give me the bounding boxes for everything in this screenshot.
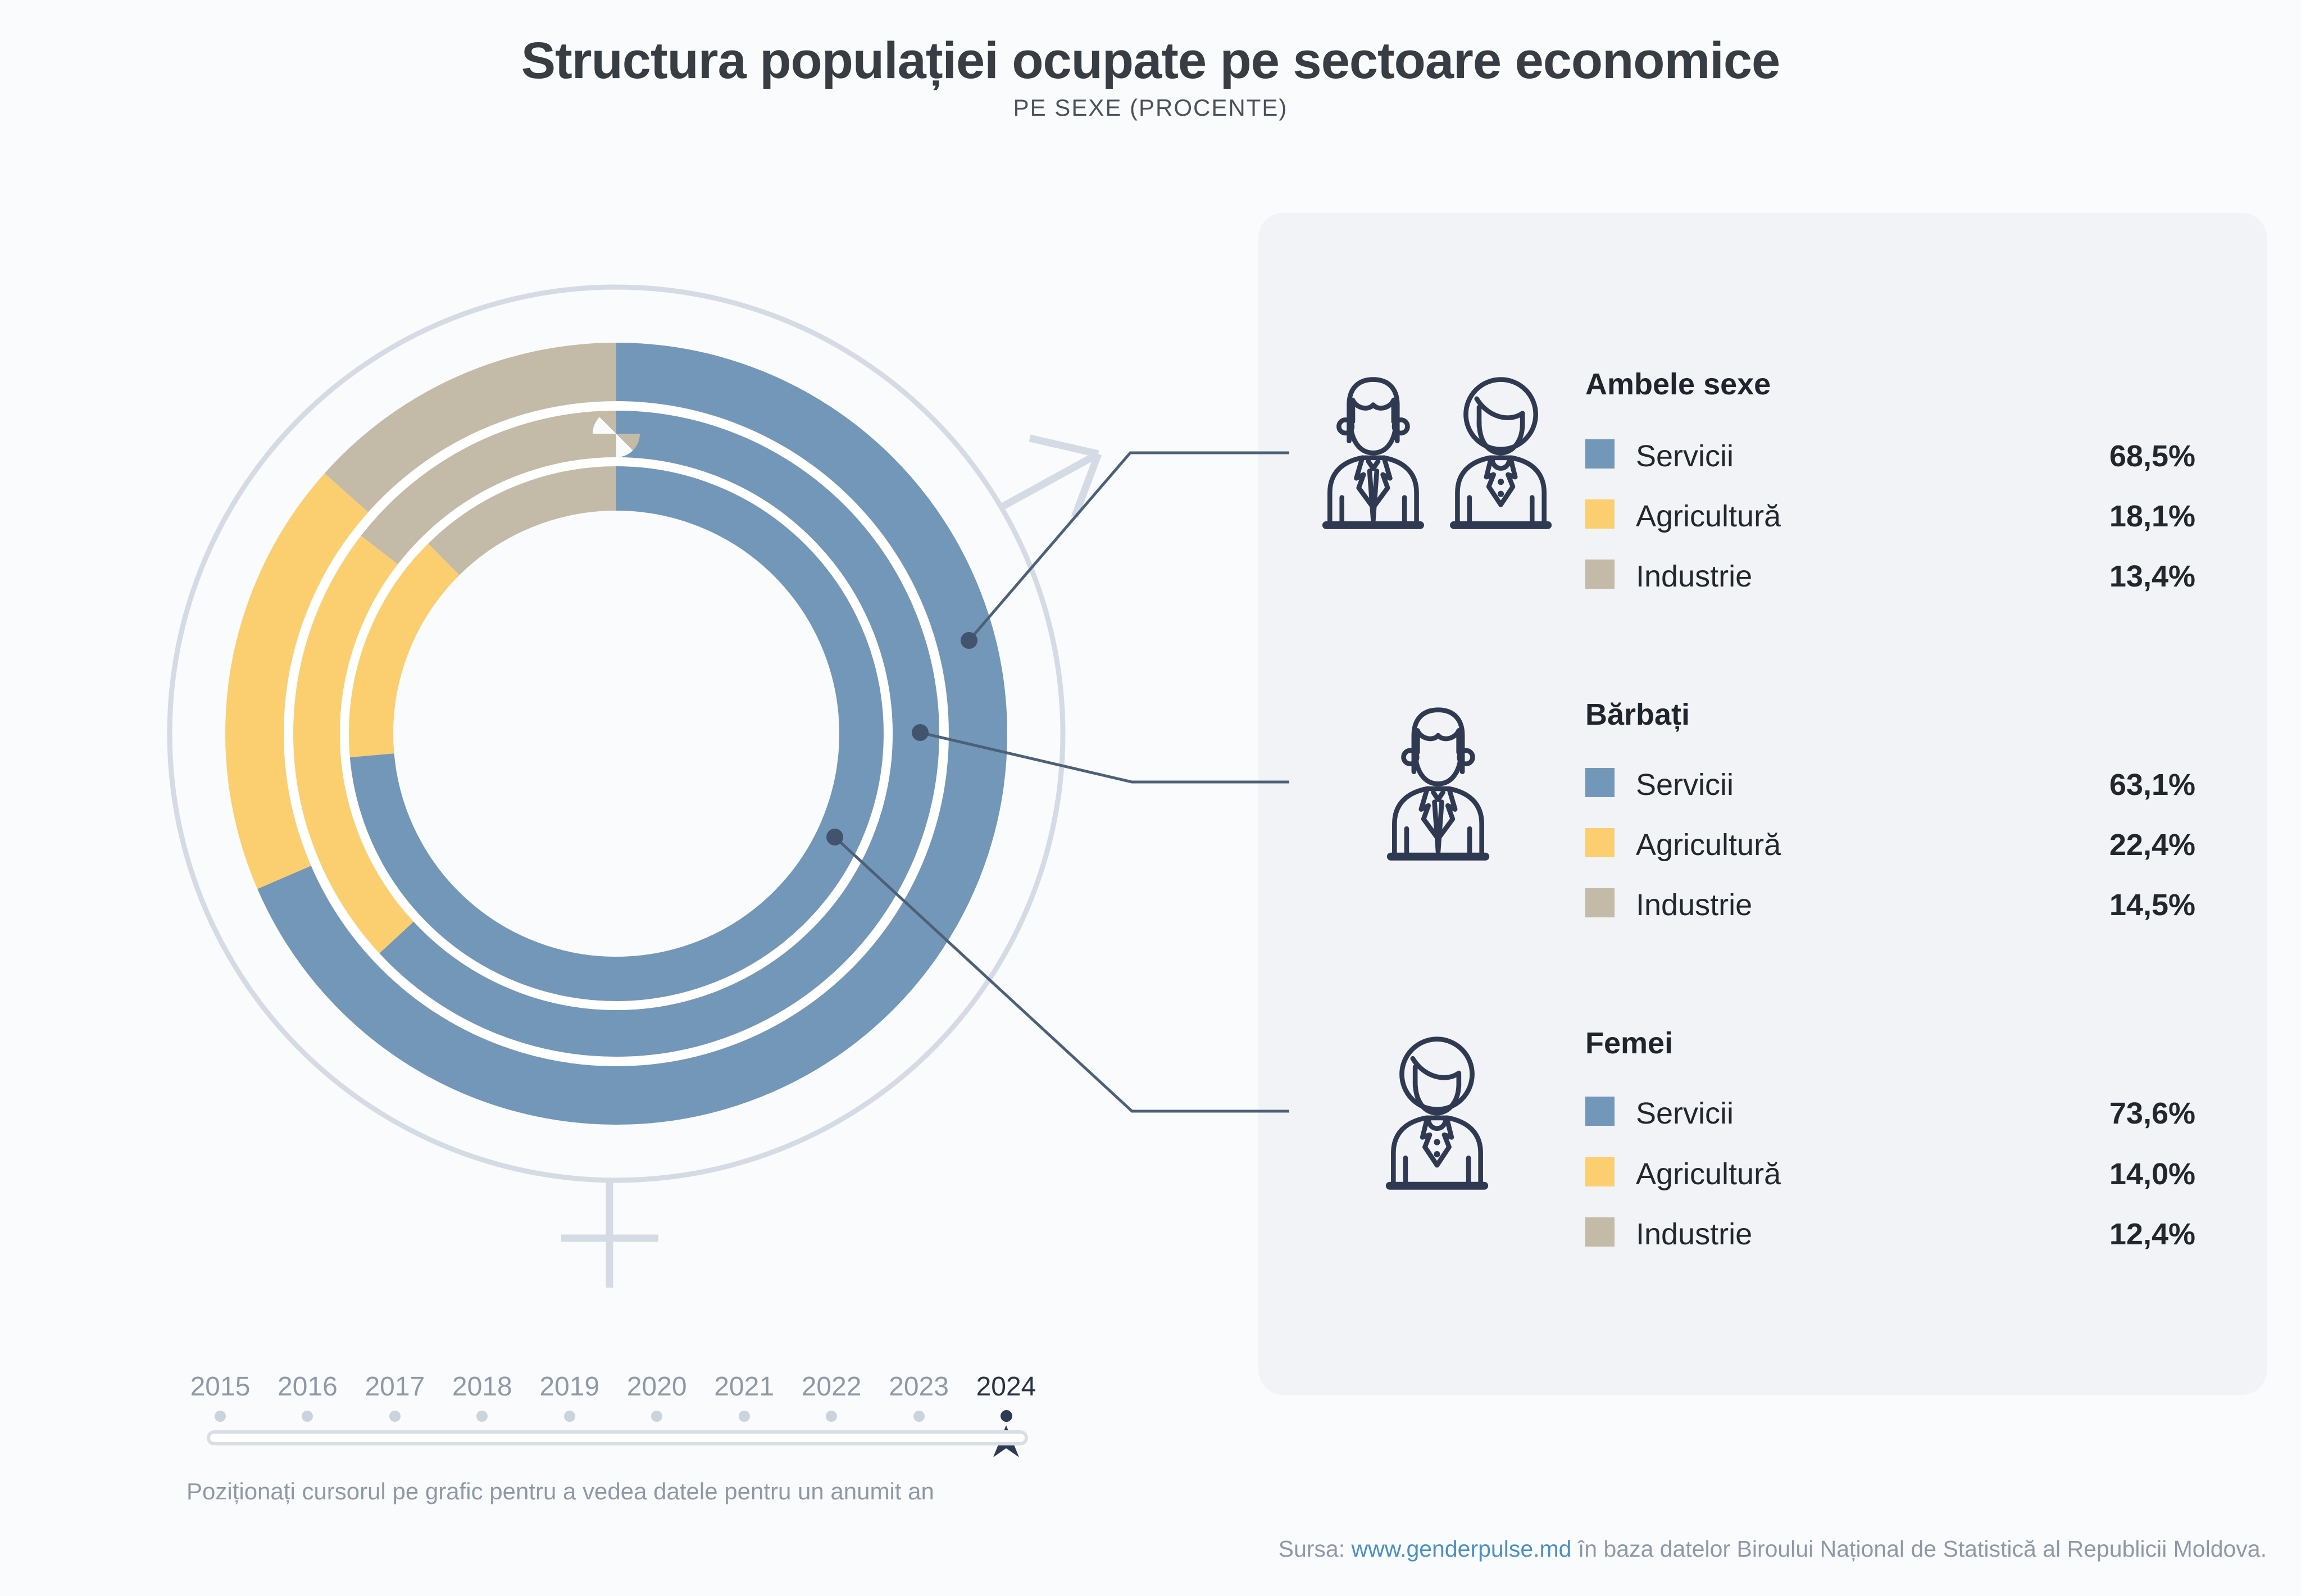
donut-segment-Bărbați-Agricultură[interactable]: [293, 410, 940, 1057]
legend-color-chip-agricultura: [1585, 828, 1615, 857]
legend-row: Agricultură 22,4%: [0, 828, 2301, 862]
ring-separator-outer: [284, 402, 948, 1066]
legend-color-chip-industrie: [1585, 560, 1615, 589]
legend-panel: [1258, 213, 2267, 1395]
ring-separator-inner: [340, 457, 893, 1010]
timeline-dot-2015[interactable]: [215, 1411, 226, 1422]
legend-value: 18,1%: [2109, 499, 2195, 533]
legend-row: Servicii 73,6%: [0, 1097, 2301, 1130]
legend-row: Industrie 13,4%: [0, 560, 2301, 593]
timeline-dot-2021[interactable]: [738, 1411, 750, 1422]
legend-row: Agricultură 14,0%: [0, 1157, 2301, 1191]
donut-segment-Bărbați-Industrie[interactable]: [293, 410, 940, 1057]
legend-color-chip-industrie: [1585, 1217, 1615, 1247]
source-link[interactable]: www.genderpulse.md: [1351, 1536, 1572, 1562]
timeline-year-2024[interactable]: 2024: [976, 1372, 1036, 1402]
legend-label: Agricultură: [1636, 828, 1781, 862]
timeline-track[interactable]: [207, 1430, 1028, 1445]
callout-line-barbati: [920, 731, 1289, 784]
legend-row: Servicii 68,5%: [0, 439, 2301, 473]
legend-group-title-barbati: Bărbați: [1585, 698, 1690, 731]
timeline-year-2021[interactable]: 2021: [714, 1372, 775, 1402]
timeline-dot-2023[interactable]: [913, 1411, 925, 1422]
page-title: Structura populației ocupate pe sectoare…: [521, 32, 1780, 89]
timeline-dot-2019[interactable]: [563, 1411, 575, 1422]
legend-label: Industrie: [1636, 1217, 1753, 1251]
legend-value: 14,5%: [2109, 888, 2195, 922]
venus-cross-icon: [561, 1181, 658, 1288]
page-subtitle: PE SEXE (PROCENTE): [1013, 94, 1288, 121]
source-suffix: în baza datelor Biroului Național de Sta…: [1571, 1536, 2267, 1562]
legend-color-chip-agricultura: [1585, 499, 1615, 529]
legend-value: 12,4%: [2109, 1217, 2195, 1251]
legend-label: Industrie: [1636, 888, 1753, 922]
callout-dot-femei: [826, 829, 843, 845]
timeline-dot-2024[interactable]: [1000, 1410, 1012, 1422]
legend-color-chip-servicii: [1585, 439, 1615, 469]
timeline-year-2016[interactable]: 2016: [278, 1372, 338, 1402]
donut-segment-Femei-Servicii[interactable]: [348, 466, 884, 1002]
callout-line-femei: [834, 836, 1289, 1113]
timeline-year-2019[interactable]: 2019: [539, 1372, 600, 1402]
legend-label: Servicii: [1636, 768, 1734, 802]
legend-label: Servicii: [1636, 439, 1734, 473]
legend-label: Servicii: [1636, 1097, 1734, 1130]
legend-row: Agricultură 18,1%: [0, 499, 2301, 533]
legend-value: 68,5%: [2109, 439, 2195, 473]
source-prefix: Sursa:: [1278, 1536, 1352, 1562]
legend-value: 22,4%: [2109, 828, 2195, 862]
legend-label: Agricultură: [1636, 499, 1781, 533]
callout-dot-ambele-sexe: [961, 632, 977, 649]
donut-segment-Ambele sexe-Agricultură[interactable]: [225, 343, 1007, 1125]
legend-group-title-ambele-sexe: Ambele sexe: [1585, 367, 1771, 401]
gender-symbol-circle: [167, 284, 1066, 1183]
mars-arrow-icon: [999, 434, 1102, 519]
legend-row: Servicii 63,1%: [0, 768, 2301, 802]
legend-label: Industrie: [1636, 560, 1753, 593]
callout-line-ambele-sexe: [968, 451, 1289, 642]
timeline-year-2015[interactable]: 2015: [190, 1372, 251, 1402]
legend-color-chip-agricultura: [1585, 1157, 1615, 1186]
timeline-hint: Poziționați cursorul pe grafic pentru a …: [187, 1478, 934, 1504]
timeline-dot-2020[interactable]: [651, 1411, 663, 1422]
timeline-year-2020[interactable]: 2020: [626, 1372, 687, 1402]
timeline-year-2017[interactable]: 2017: [365, 1372, 425, 1402]
timeline-year-2023[interactable]: 2023: [889, 1372, 949, 1402]
timeline-dot-2016[interactable]: [302, 1411, 313, 1422]
legend-value: 13,4%: [2109, 560, 2195, 593]
callout-dot-barbati: [912, 724, 929, 741]
donut-segment-Femei-Agricultură[interactable]: [348, 466, 884, 1002]
donut-segment-Ambele sexe-Industrie[interactable]: [225, 343, 1007, 1125]
legend-color-chip-servicii: [1585, 1097, 1615, 1126]
donut-rings: [225, 343, 1007, 1125]
legend-group-title-femei: Femei: [1585, 1026, 1674, 1060]
timeline-dot-2018[interactable]: [476, 1411, 488, 1422]
legend-color-chip-industrie: [1585, 888, 1615, 917]
timeline-dot-2022[interactable]: [826, 1411, 838, 1422]
timeline-year-2018[interactable]: 2018: [452, 1372, 512, 1402]
source-line: Sursa: www.genderpulse.md în baza datelo…: [918, 1535, 2267, 1563]
timeline-dot-2017[interactable]: [389, 1411, 401, 1422]
legend-value: 73,6%: [2109, 1097, 2195, 1130]
legend-value: 63,1%: [2109, 768, 2195, 802]
legend-row: Industrie 12,4%: [0, 1217, 2301, 1251]
legend-label: Agricultură: [1636, 1157, 1781, 1191]
legend-color-chip-servicii: [1585, 768, 1615, 797]
legend-row: Industrie 14,5%: [0, 888, 2301, 922]
legend-value: 14,0%: [2109, 1157, 2195, 1191]
timeline-year-2022[interactable]: 2022: [801, 1372, 862, 1402]
